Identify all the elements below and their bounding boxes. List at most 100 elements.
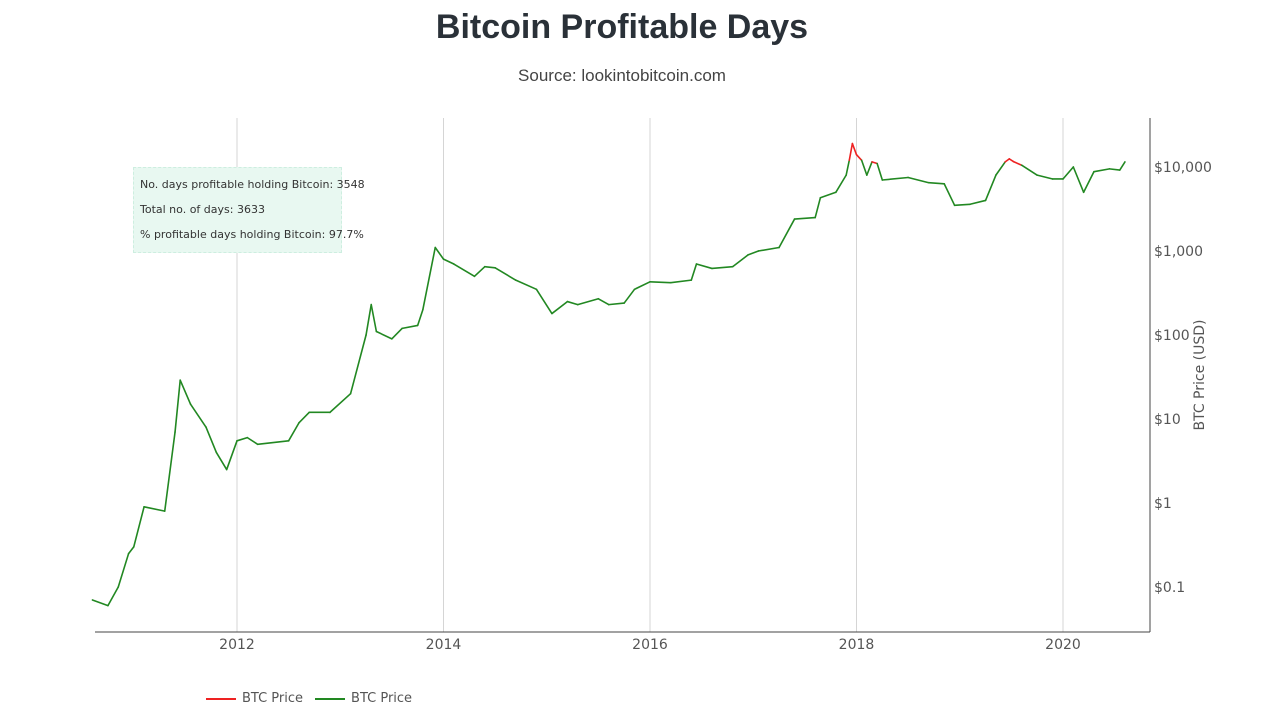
- price-segment: [287, 422, 300, 442]
- price-segment: [711, 265, 734, 270]
- price-segment: [633, 280, 651, 291]
- price-segment: [566, 300, 579, 306]
- price-segment: [179, 379, 192, 406]
- price-segment: [225, 440, 238, 471]
- y-tick-label: $100: [1154, 328, 1190, 344]
- price-segment: [434, 246, 445, 260]
- price-segment: [855, 153, 863, 162]
- price-segment: [401, 324, 419, 330]
- annotation-total-days: Total no. of days: 3633: [140, 203, 265, 216]
- price-segment: [731, 254, 749, 268]
- price-segment: [695, 263, 713, 270]
- price-segment: [1036, 174, 1054, 180]
- price-segment: [1012, 160, 1023, 167]
- x-tick-label: 2014: [426, 637, 462, 653]
- y-tick-label: $1,000: [1154, 244, 1203, 260]
- annotation-percent: % profitable days holding Bitcoin: 97.7%: [140, 228, 364, 241]
- price-segment: [814, 196, 822, 219]
- price-segment: [174, 379, 182, 433]
- price-segment: [236, 436, 249, 442]
- price-segment: [215, 451, 228, 471]
- legend-label: BTC Price: [242, 691, 304, 706]
- x-tick-label: 2018: [839, 637, 875, 653]
- price-segment: [453, 263, 476, 278]
- price-segment: [690, 263, 698, 281]
- price-segment: [422, 246, 437, 311]
- price-segment: [623, 288, 636, 304]
- price-segment: [1008, 158, 1015, 163]
- chart-subtitle: Source: lookintobitcoin.com: [518, 66, 726, 85]
- y-tick-label: $10: [1154, 412, 1181, 428]
- price-segment: [535, 288, 553, 315]
- price-segment: [984, 174, 997, 202]
- legend-swatch: [206, 697, 236, 700]
- price-segment: [256, 440, 290, 446]
- price-segment: [1062, 166, 1075, 180]
- price-segment: [143, 506, 166, 512]
- price-segment: [669, 279, 693, 284]
- price-segment: [607, 302, 625, 306]
- legend: BTC Price BTC Price: [206, 691, 412, 706]
- price-segment: [881, 176, 909, 181]
- x-tick-label: 2012: [219, 637, 255, 653]
- legend-label: BTC Price: [351, 691, 413, 706]
- price-segment: [866, 161, 873, 176]
- price-segment: [845, 159, 851, 176]
- annotation-profitable-days: No. days profitable holding Bitcoin: 354…: [140, 178, 365, 191]
- price-segment: [551, 300, 569, 315]
- price-segment: [860, 159, 868, 176]
- price-segment: [416, 308, 424, 327]
- price-segment: [1118, 161, 1126, 171]
- price-segment: [370, 303, 378, 333]
- price-segment: [483, 265, 496, 269]
- price-segment: [927, 181, 946, 185]
- price-segment: [876, 162, 884, 181]
- price-segment: [907, 176, 930, 184]
- price-segment: [793, 216, 817, 220]
- price-segment: [747, 250, 760, 256]
- price-segment: [163, 431, 176, 512]
- price-segment: [189, 403, 207, 428]
- y-axis-label: BTC Price (USD): [1192, 319, 1208, 430]
- price-segment: [494, 267, 517, 281]
- price-segment: [649, 280, 672, 284]
- price-segment: [329, 392, 352, 414]
- price-segment: [365, 303, 373, 336]
- price-segment: [576, 297, 600, 306]
- price-segment: [127, 546, 135, 555]
- price-segment: [819, 191, 837, 199]
- price-segment: [1020, 164, 1038, 176]
- price-segment: [1072, 166, 1085, 194]
- chart-title: Bitcoin Profitable Days: [435, 8, 809, 46]
- price-segment: [851, 142, 858, 156]
- price-segment: [871, 161, 878, 165]
- price-segment: [1108, 168, 1121, 171]
- price-segment: [442, 258, 455, 265]
- stats-annotation: No. days profitable holding Bitcoin: 354…: [133, 167, 365, 253]
- price-segment: [349, 334, 367, 395]
- price-segment: [1004, 158, 1011, 163]
- price-segment: [943, 183, 956, 207]
- price-segment: [835, 174, 847, 194]
- x-tick-label: 2020: [1045, 637, 1081, 653]
- price-segment: [1082, 170, 1095, 194]
- legend-item-green[interactable]: BTC Price: [315, 691, 412, 706]
- price-segment: [117, 552, 130, 588]
- price-segment: [91, 599, 109, 607]
- price-segment: [514, 279, 538, 291]
- price-segment: [757, 246, 780, 252]
- price-segment: [205, 426, 218, 454]
- price-segment: [391, 327, 404, 340]
- y-tick-label: $0.1: [1154, 580, 1185, 596]
- x-tick-label: 2016: [632, 637, 668, 653]
- legend-item-red[interactable]: BTC Price: [206, 691, 303, 706]
- price-segment: [1093, 168, 1111, 173]
- price-segment: [107, 586, 120, 607]
- price-segment: [298, 411, 311, 424]
- price-segment: [969, 199, 987, 206]
- y-tick-label: $10,000: [1154, 160, 1212, 176]
- price-segment: [473, 265, 486, 278]
- price-segment: [778, 218, 796, 249]
- price-segment: [848, 142, 854, 162]
- price-segment: [132, 506, 145, 548]
